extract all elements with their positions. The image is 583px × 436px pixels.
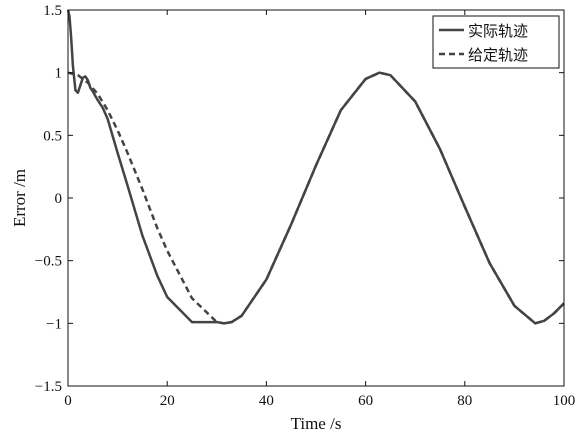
y-tick-label: −1 <box>46 316 62 332</box>
y-axis-label: Error /m <box>10 169 29 227</box>
legend-box <box>432 15 560 69</box>
x-tick-label: 20 <box>160 393 175 409</box>
y-tick-label: 1.5 <box>43 3 62 19</box>
y-tick-label: 0 <box>55 191 63 207</box>
x-tick-label: 40 <box>259 393 274 409</box>
x-tick-label: 60 <box>358 393 373 409</box>
x-tick-label: 80 <box>457 393 472 409</box>
y-tick-label: 0.5 <box>43 128 62 144</box>
legend-label-actual: 实际轨迹 <box>468 22 528 40</box>
legend: 实际轨迹 给定轨迹 <box>432 15 560 69</box>
series-line-actual <box>66 9 565 325</box>
y-tick-label: 1 <box>55 66 63 82</box>
x-axis-label: Time /s <box>291 414 342 433</box>
series-layer <box>66 9 565 325</box>
x-tick-label: 100 <box>553 393 576 409</box>
tick-layer: 0 20 40 60 80 100 −1.5 −1 −0.5 0 0.5 1 1.5 <box>35 3 575 409</box>
y-tick-label: −0.5 <box>35 254 62 270</box>
x-tick-label: 0 <box>64 393 72 409</box>
y-tick-label: −1.5 <box>35 379 62 395</box>
legend-label-reference: 给定轨迹 <box>468 46 528 64</box>
